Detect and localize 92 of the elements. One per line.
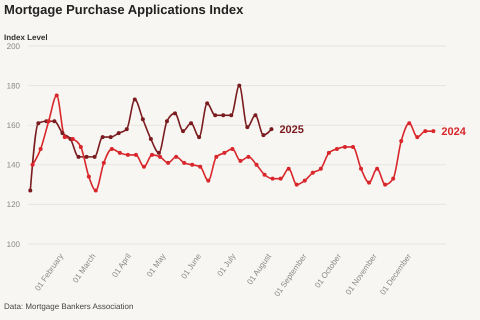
point xyxy=(102,160,106,165)
point xyxy=(118,150,122,155)
point xyxy=(222,150,226,155)
point xyxy=(158,154,162,159)
point xyxy=(54,94,59,98)
point xyxy=(229,113,234,118)
point xyxy=(94,188,98,193)
point xyxy=(110,146,114,151)
point xyxy=(28,188,32,193)
y-tick-label: 200 xyxy=(6,42,21,51)
point xyxy=(78,144,83,149)
point xyxy=(359,166,364,171)
point xyxy=(150,152,154,157)
point xyxy=(126,152,130,157)
x-tick-label: 01 July xyxy=(216,252,238,278)
text: Data: Mortgage Bankers Association xyxy=(4,302,134,311)
point xyxy=(399,139,404,144)
point xyxy=(270,176,275,181)
point xyxy=(262,172,267,177)
point xyxy=(423,129,428,134)
point xyxy=(342,144,347,149)
point xyxy=(237,84,242,88)
point xyxy=(116,131,121,136)
point xyxy=(92,154,97,159)
point xyxy=(174,154,178,159)
point xyxy=(407,121,412,126)
point xyxy=(172,111,177,116)
point xyxy=(238,158,242,163)
point xyxy=(46,119,51,124)
point xyxy=(38,146,43,151)
point xyxy=(310,170,315,175)
point xyxy=(326,150,331,155)
point xyxy=(197,135,202,140)
point xyxy=(60,131,64,136)
point xyxy=(334,146,339,151)
y-tick-label: 120 xyxy=(6,200,21,210)
point xyxy=(318,166,323,171)
point xyxy=(254,162,259,167)
point xyxy=(84,154,89,159)
y-tick-label: 100 xyxy=(6,240,21,249)
point xyxy=(213,113,218,118)
point xyxy=(124,127,129,132)
point xyxy=(140,117,145,122)
point xyxy=(230,146,234,151)
point xyxy=(415,135,420,140)
point xyxy=(198,164,202,169)
point xyxy=(261,133,266,138)
series-label: 2025 xyxy=(279,124,304,136)
point xyxy=(383,182,388,187)
point xyxy=(205,101,210,106)
point xyxy=(52,119,56,124)
point xyxy=(164,119,169,124)
point xyxy=(214,154,218,159)
point xyxy=(190,162,194,167)
point xyxy=(70,137,75,142)
point xyxy=(62,135,67,140)
point xyxy=(142,164,146,169)
point xyxy=(86,174,91,179)
y-tick-label: 180 xyxy=(6,81,21,90)
point xyxy=(132,97,137,102)
point xyxy=(182,160,186,165)
point xyxy=(166,160,170,165)
point xyxy=(100,135,105,140)
y-axis-title: Index Level xyxy=(4,33,48,42)
point xyxy=(76,154,81,159)
point xyxy=(253,113,258,118)
point xyxy=(206,178,210,183)
point xyxy=(189,121,194,126)
point xyxy=(181,129,186,134)
point xyxy=(367,180,372,185)
point xyxy=(134,152,138,157)
point xyxy=(36,121,40,126)
point xyxy=(431,129,436,134)
point xyxy=(156,150,161,155)
point xyxy=(375,166,380,171)
point xyxy=(108,135,113,140)
point xyxy=(30,162,35,167)
point xyxy=(278,176,283,181)
point xyxy=(391,176,396,181)
point xyxy=(148,137,153,142)
point xyxy=(221,113,226,118)
point xyxy=(286,166,291,171)
point xyxy=(294,182,299,187)
y-tick-label: 160 xyxy=(6,121,21,130)
chart-title: Mortgage Purchase Applications Index xyxy=(4,2,244,17)
point xyxy=(245,125,250,130)
y-tick-label: 140 xyxy=(6,160,21,170)
point xyxy=(350,144,355,149)
point xyxy=(246,154,250,159)
point xyxy=(269,127,274,132)
series-label: 2024 xyxy=(441,126,467,138)
point xyxy=(302,178,307,183)
